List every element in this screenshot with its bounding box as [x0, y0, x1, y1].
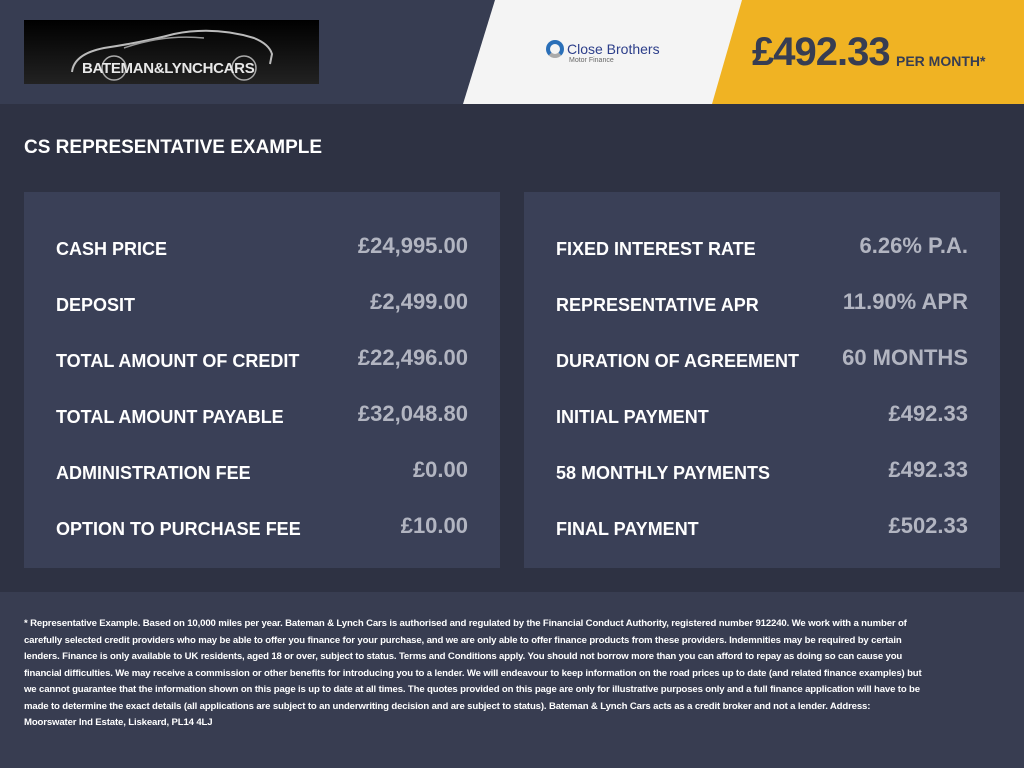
- finance-row: TOTAL AMOUNT OF CREDIT £22,496.00: [56, 330, 468, 386]
- finance-row: 58 MONTHLY PAYMENTS £492.33: [556, 442, 968, 498]
- finance-row: CASH PRICE £24,995.00: [56, 218, 468, 274]
- row-label: CASH PRICE: [56, 238, 168, 259]
- row-label: REPRESENTATIVE APR: [556, 294, 759, 315]
- row-label: 58 MONTHLY PAYMENTS: [556, 462, 771, 483]
- finance-row: OPTION TO PURCHASE FEE £10.00: [56, 498, 468, 554]
- finance-panel-right: FIXED INTEREST RATE 6.26% P.A. REPRESENTA…: [524, 192, 1000, 568]
- row-value: 60 MONTHS: [842, 345, 968, 370]
- lender-name: Close Brothers: [567, 41, 660, 57]
- dealer-logo-text: BATEMAN&LYNCHCARS: [82, 60, 255, 77]
- row-value: £502.33: [888, 513, 968, 538]
- row-label: TOTAL AMOUNT PAYABLE: [56, 406, 284, 427]
- monthly-price: £492.33: [752, 30, 891, 74]
- finance-row: FINAL PAYMENT £502.33: [556, 498, 968, 554]
- disclaimer-text: * Representative Example. Based on 10,00…: [24, 618, 922, 728]
- finance-panel-left: CASH PRICE £24,995.00 DEPOSIT £2,499.00 TO…: [24, 192, 500, 568]
- disclaimer-footer: * Representative Example. Based on 10,00…: [0, 592, 1024, 768]
- row-label: INITIAL PAYMENT: [556, 406, 709, 427]
- car-silhouette-icon: [71, 29, 274, 81]
- header: BATEMAN&LYNCHCARS Close Brothers Motor F…: [0, 0, 1024, 104]
- row-value: £22,496.00: [357, 345, 468, 370]
- page-title: CS REPRESENTATIVE EXAMPLE: [24, 137, 323, 158]
- row-label: FIXED INTEREST RATE: [556, 238, 756, 259]
- close-brothers-icon: [546, 40, 564, 58]
- row-value: £24,995.00: [357, 233, 468, 258]
- finance-row: DURATION OF AGREEMENT 60 MONTHS: [556, 330, 968, 386]
- row-label: ADMINISTRATION FEE: [56, 462, 251, 483]
- per-month-label: PER MONTH*: [896, 53, 986, 69]
- row-value: £32,048.80: [357, 401, 468, 426]
- finance-row: DEPOSIT £2,499.00: [56, 274, 468, 330]
- finance-row: FIXED INTEREST RATE 6.26% P.A.: [556, 218, 968, 274]
- row-value: £0.00: [412, 457, 468, 482]
- lender-logo: Close Brothers Motor Finance: [463, 0, 753, 104]
- finance-row: ADMINISTRATION FEE £0.00: [56, 442, 468, 498]
- finance-row: INITIAL PAYMENT £492.33: [556, 386, 968, 442]
- dealer-logo[interactable]: BATEMAN&LYNCHCARS: [24, 20, 319, 84]
- row-value: £10.00: [400, 513, 468, 538]
- row-label: DEPOSIT: [56, 294, 136, 315]
- row-value: £492.33: [888, 457, 968, 482]
- row-label: OPTION TO PURCHASE FEE: [56, 518, 301, 539]
- row-value: £2,499.00: [370, 289, 468, 314]
- row-value: £492.33: [888, 401, 968, 426]
- row-label: TOTAL AMOUNT OF CREDIT: [56, 350, 300, 371]
- row-label: FINAL PAYMENT: [556, 518, 699, 539]
- row-value: 11.90% APR: [842, 289, 968, 314]
- finance-row: TOTAL AMOUNT PAYABLE £32,048.80: [56, 386, 468, 442]
- row-value: 6.26% P.A.: [859, 233, 968, 258]
- finance-row: REPRESENTATIVE APR 11.90% APR: [556, 274, 968, 330]
- lender-sub: Motor Finance: [569, 57, 614, 64]
- row-label: DURATION OF AGREEMENT: [556, 350, 799, 371]
- monthly-price-banner: £492.33 PER MONTH*: [712, 0, 1024, 104]
